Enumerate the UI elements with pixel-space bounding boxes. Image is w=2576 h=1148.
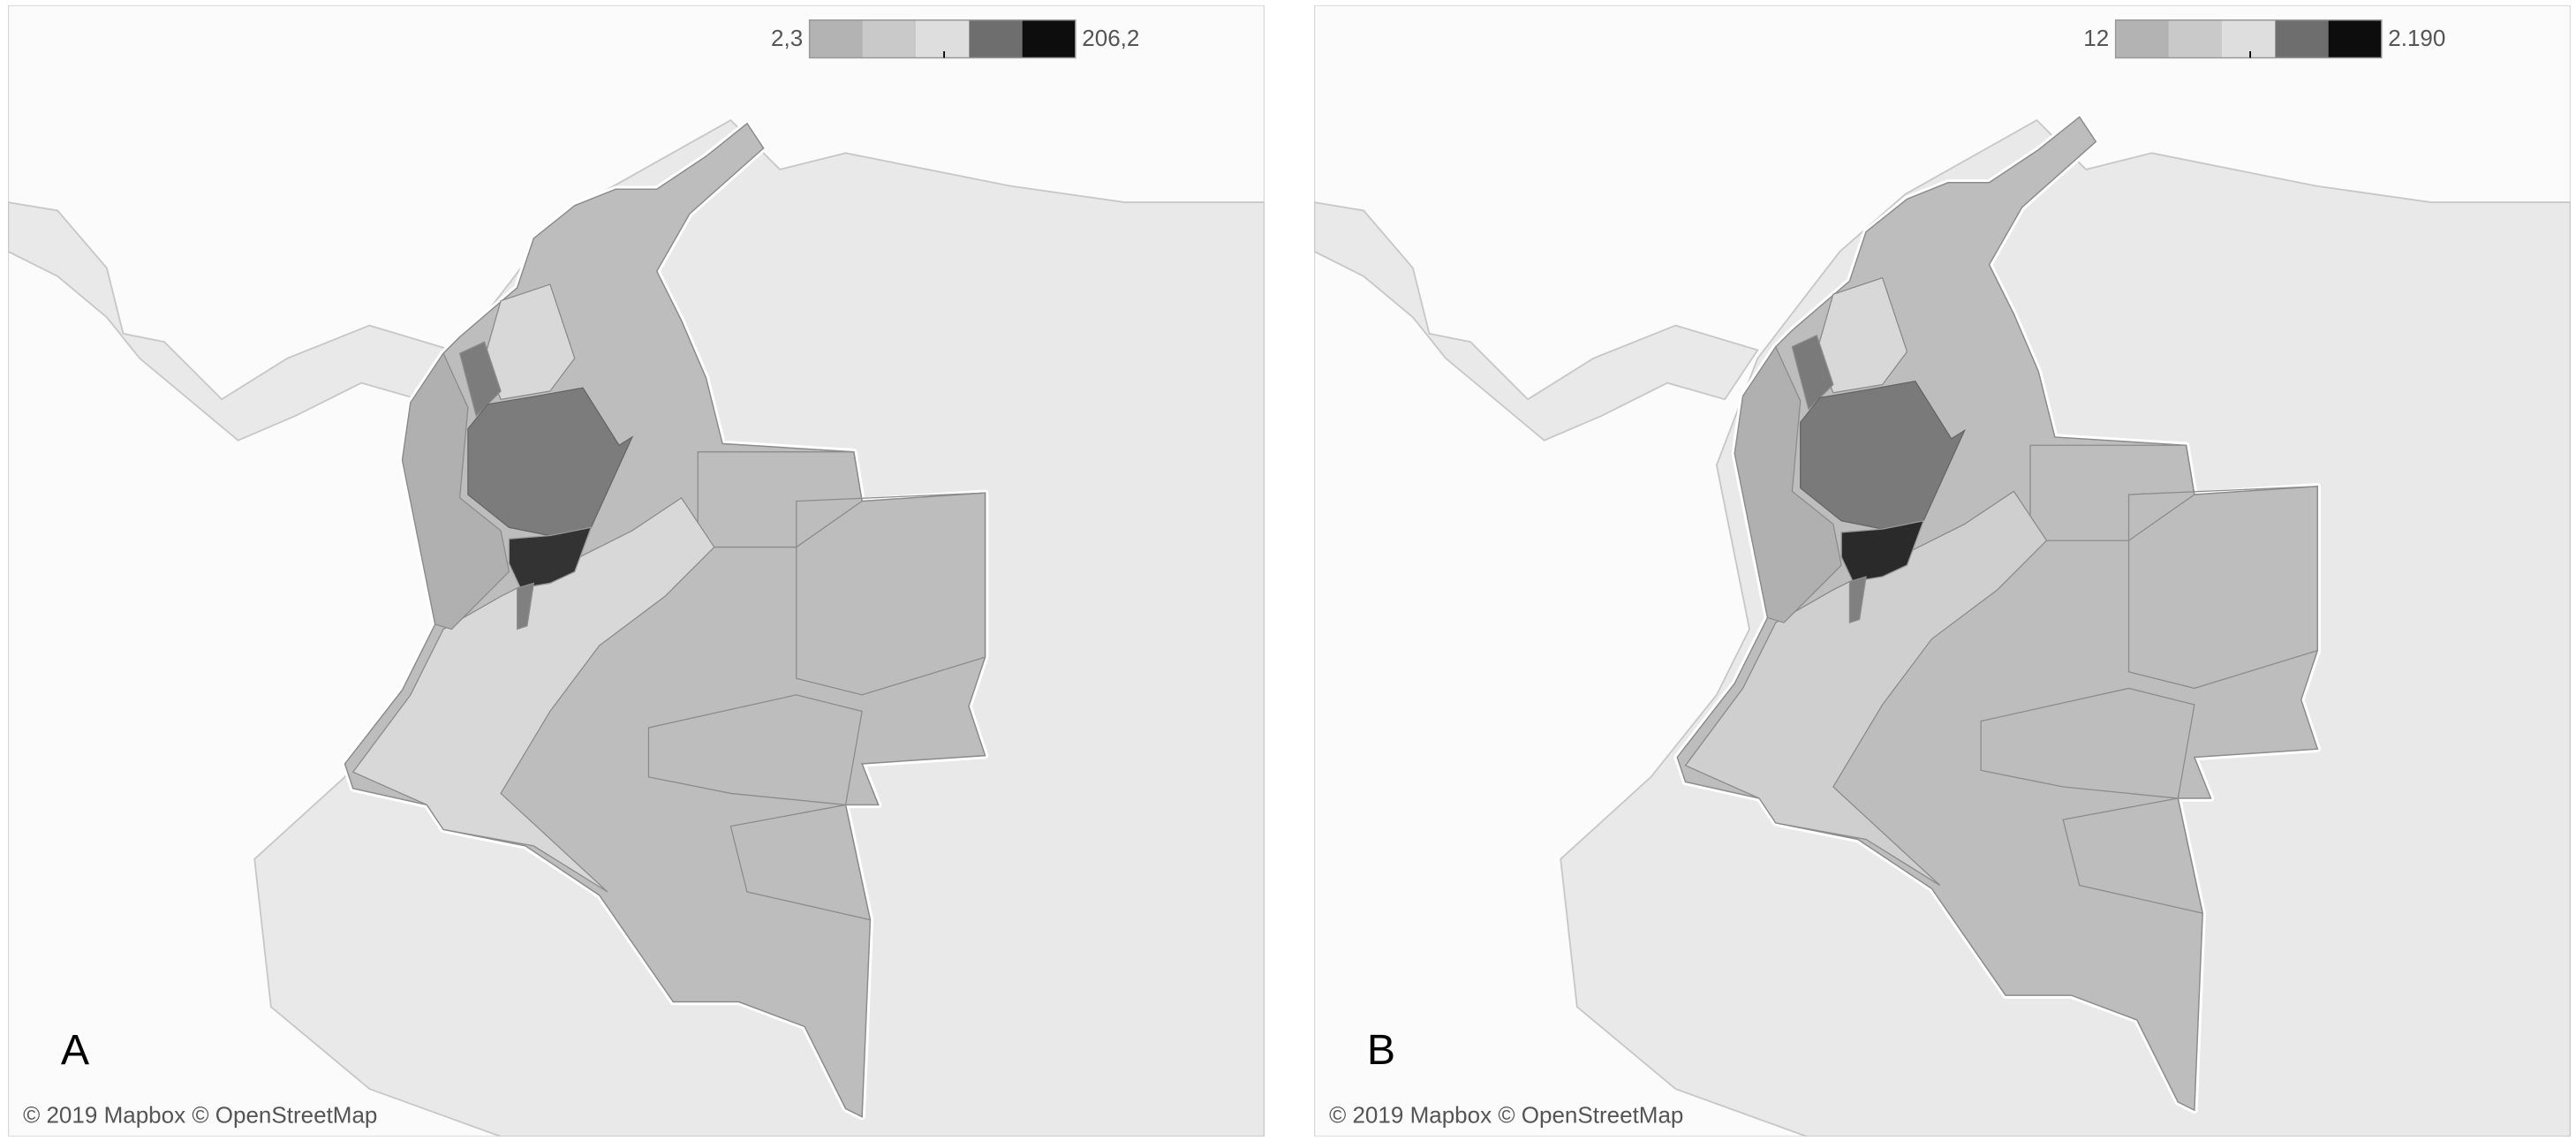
- legend-swatch: [969, 19, 1023, 58]
- panel-label: A: [61, 1026, 90, 1074]
- department: [729, 804, 872, 921]
- attribution: © 2019 Mapbox © OpenStreetMap: [1329, 1102, 1683, 1129]
- department: [1840, 519, 1925, 583]
- department: [508, 526, 593, 589]
- legend-swatch: [862, 19, 917, 58]
- panel-label: B: [1367, 1026, 1395, 1074]
- legend-swatch: [916, 19, 970, 58]
- department: [401, 351, 510, 631]
- legend-swatch: [2168, 19, 2223, 58]
- legend-swatch: [2222, 19, 2276, 58]
- map-panel: 12 2.190 B © 2019 Mapbox © OpenStreetMap: [1314, 5, 2571, 1137]
- department: [1684, 490, 2048, 887]
- legend-swatch: [2275, 19, 2329, 58]
- country-map: [1673, 113, 2322, 1114]
- legend-swatch: [2115, 19, 2169, 58]
- department: [458, 341, 502, 418]
- legend-swatch: [2328, 19, 2382, 58]
- legend-max: 2.190: [2388, 25, 2445, 51]
- department: [517, 582, 535, 631]
- department: [351, 496, 715, 893]
- legend-swatch: [809, 19, 863, 58]
- attribution-bg: [14, 1100, 374, 1132]
- department: [796, 492, 986, 696]
- department: [1734, 345, 1842, 623]
- land: [1314, 201, 1759, 442]
- legend-swatch: [1022, 19, 1076, 58]
- attribution-bg: [1320, 1100, 1680, 1132]
- department: [2062, 797, 2204, 915]
- department: [1800, 381, 1967, 530]
- legend-max: 206,2: [1082, 25, 1139, 51]
- legend-frame: [2114, 19, 2383, 59]
- department: [1791, 334, 1834, 411]
- map-panel: 2,3 206,2 A © 2019 Mapbox © OpenStreetMap: [8, 5, 1265, 1137]
- department: [1848, 576, 1867, 623]
- legend-min: 12: [2083, 25, 2109, 51]
- department: [467, 387, 634, 537]
- country-map: [341, 120, 989, 1121]
- legend-min: 2,3: [771, 25, 803, 51]
- department: [2127, 486, 2318, 690]
- legend-frame: [808, 19, 1076, 59]
- attribution: © 2019 Mapbox © OpenStreetMap: [23, 1102, 377, 1129]
